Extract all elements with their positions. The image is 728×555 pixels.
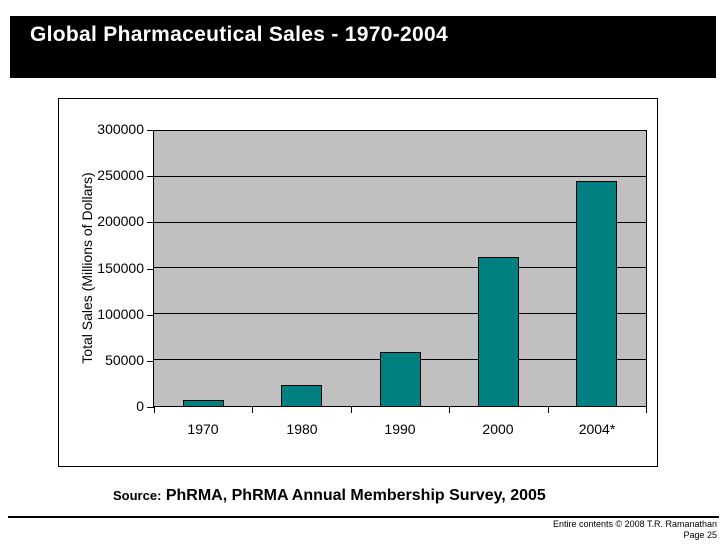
y-tick-mark bbox=[147, 315, 154, 316]
source-text: PhRMA, PhRMA Annual Membership Survey, 2… bbox=[161, 487, 546, 504]
x-tick-mark bbox=[449, 407, 450, 413]
footer-divider bbox=[8, 516, 719, 518]
x-tick-mark bbox=[646, 407, 647, 413]
copyright-text: Entire contents © 2008 T.R. Ramanathan bbox=[552, 519, 717, 529]
x-tick-label-1990: 1990 bbox=[384, 421, 416, 437]
bar-1970 bbox=[183, 400, 224, 406]
gridline-200000 bbox=[154, 222, 646, 223]
gridline-150000 bbox=[154, 267, 646, 268]
y-tick-mark bbox=[147, 269, 154, 270]
bar-2004 bbox=[576, 181, 617, 406]
footer: Entire contents © 2008 T.R. Ramanathan P… bbox=[553, 519, 717, 541]
y-tick-mark bbox=[147, 361, 154, 362]
y-tick-label-50000: 50000 bbox=[105, 352, 144, 368]
y-tick-label-100000: 100000 bbox=[97, 306, 144, 322]
x-tick-mark bbox=[252, 407, 253, 413]
x-tick-label-1980: 1980 bbox=[286, 421, 318, 437]
y-tick-mark bbox=[147, 176, 154, 177]
y-tick-label-300000: 300000 bbox=[97, 121, 144, 137]
bar-1990 bbox=[380, 352, 421, 406]
y-tick-mark bbox=[147, 222, 154, 223]
x-tick-mark bbox=[351, 407, 352, 413]
gridline-100000 bbox=[154, 313, 646, 314]
bar-1980 bbox=[281, 385, 322, 406]
x-tick-mark bbox=[548, 407, 549, 413]
page-number: Page 25 bbox=[683, 530, 717, 540]
x-tick-label-2000: 2000 bbox=[482, 421, 514, 437]
gridline-250000 bbox=[154, 176, 646, 177]
title-bar: Global Pharmaceutical Sales - 1970-2004 bbox=[10, 16, 716, 78]
y-tick-label-250000: 250000 bbox=[97, 167, 144, 183]
bar-chart: Total Sales (Millions of Dollars) 0 50000… bbox=[58, 98, 658, 467]
y-tick-mark bbox=[147, 407, 154, 408]
plot-area bbox=[153, 130, 647, 407]
source-prefix: Source: bbox=[113, 488, 162, 503]
y-tick-mark bbox=[147, 130, 154, 131]
slide-title: Global Pharmaceutical Sales - 1970-2004 bbox=[30, 23, 448, 46]
bar-2000 bbox=[478, 257, 519, 406]
x-tick-mark bbox=[154, 407, 155, 413]
source-line: Source: PhRMA, PhRMA Annual Membership S… bbox=[113, 487, 546, 505]
x-tick-label-1970: 1970 bbox=[187, 421, 219, 437]
y-tick-label-150000: 150000 bbox=[97, 260, 144, 276]
x-tick-label-2004: 2004* bbox=[578, 421, 616, 437]
y-tick-label-0: 0 bbox=[136, 398, 144, 414]
y-tick-label-200000: 200000 bbox=[97, 213, 144, 229]
